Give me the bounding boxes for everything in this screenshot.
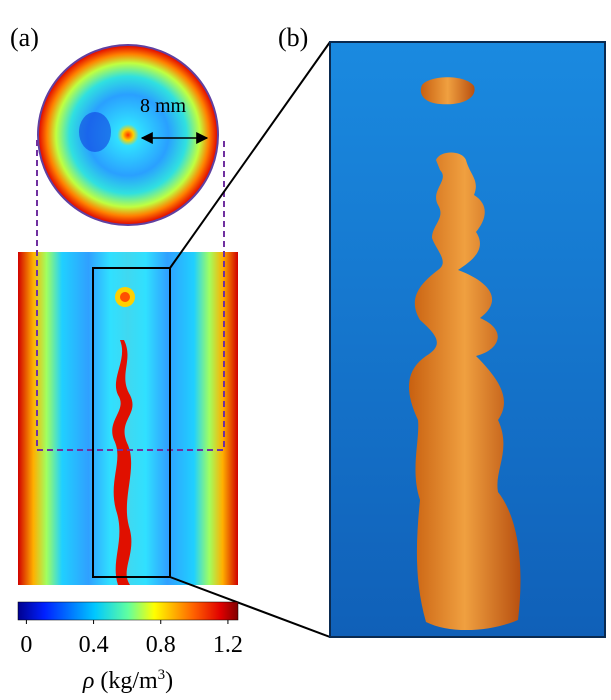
vapor-column xyxy=(408,152,521,631)
zoom-line xyxy=(169,576,331,638)
tick-label: 0 xyxy=(20,632,32,658)
tick-label: 0.4 xyxy=(79,632,109,658)
low-density xyxy=(79,112,111,152)
panel-label: (a) xyxy=(10,23,39,52)
colorbar-label: ρ (kg/m3) xyxy=(82,667,173,694)
dashed-box xyxy=(36,140,225,451)
panel-label: (b) xyxy=(278,23,308,52)
unit-close: ) xyxy=(165,668,173,694)
jet-core xyxy=(112,340,133,585)
symbol: ρ xyxy=(82,668,95,694)
jet-tip xyxy=(120,292,130,302)
annotation: 8 mm xyxy=(140,95,187,117)
blob xyxy=(420,77,475,105)
cross-section xyxy=(37,44,219,226)
zoom-line xyxy=(169,41,331,269)
unit: (kg/m xyxy=(100,668,158,694)
exponent: 3 xyxy=(158,667,166,683)
tick-label: 0.8 xyxy=(146,632,176,658)
colorbar xyxy=(17,601,239,621)
zoom-box xyxy=(92,267,171,578)
tick-label: 1.2 xyxy=(213,632,243,658)
